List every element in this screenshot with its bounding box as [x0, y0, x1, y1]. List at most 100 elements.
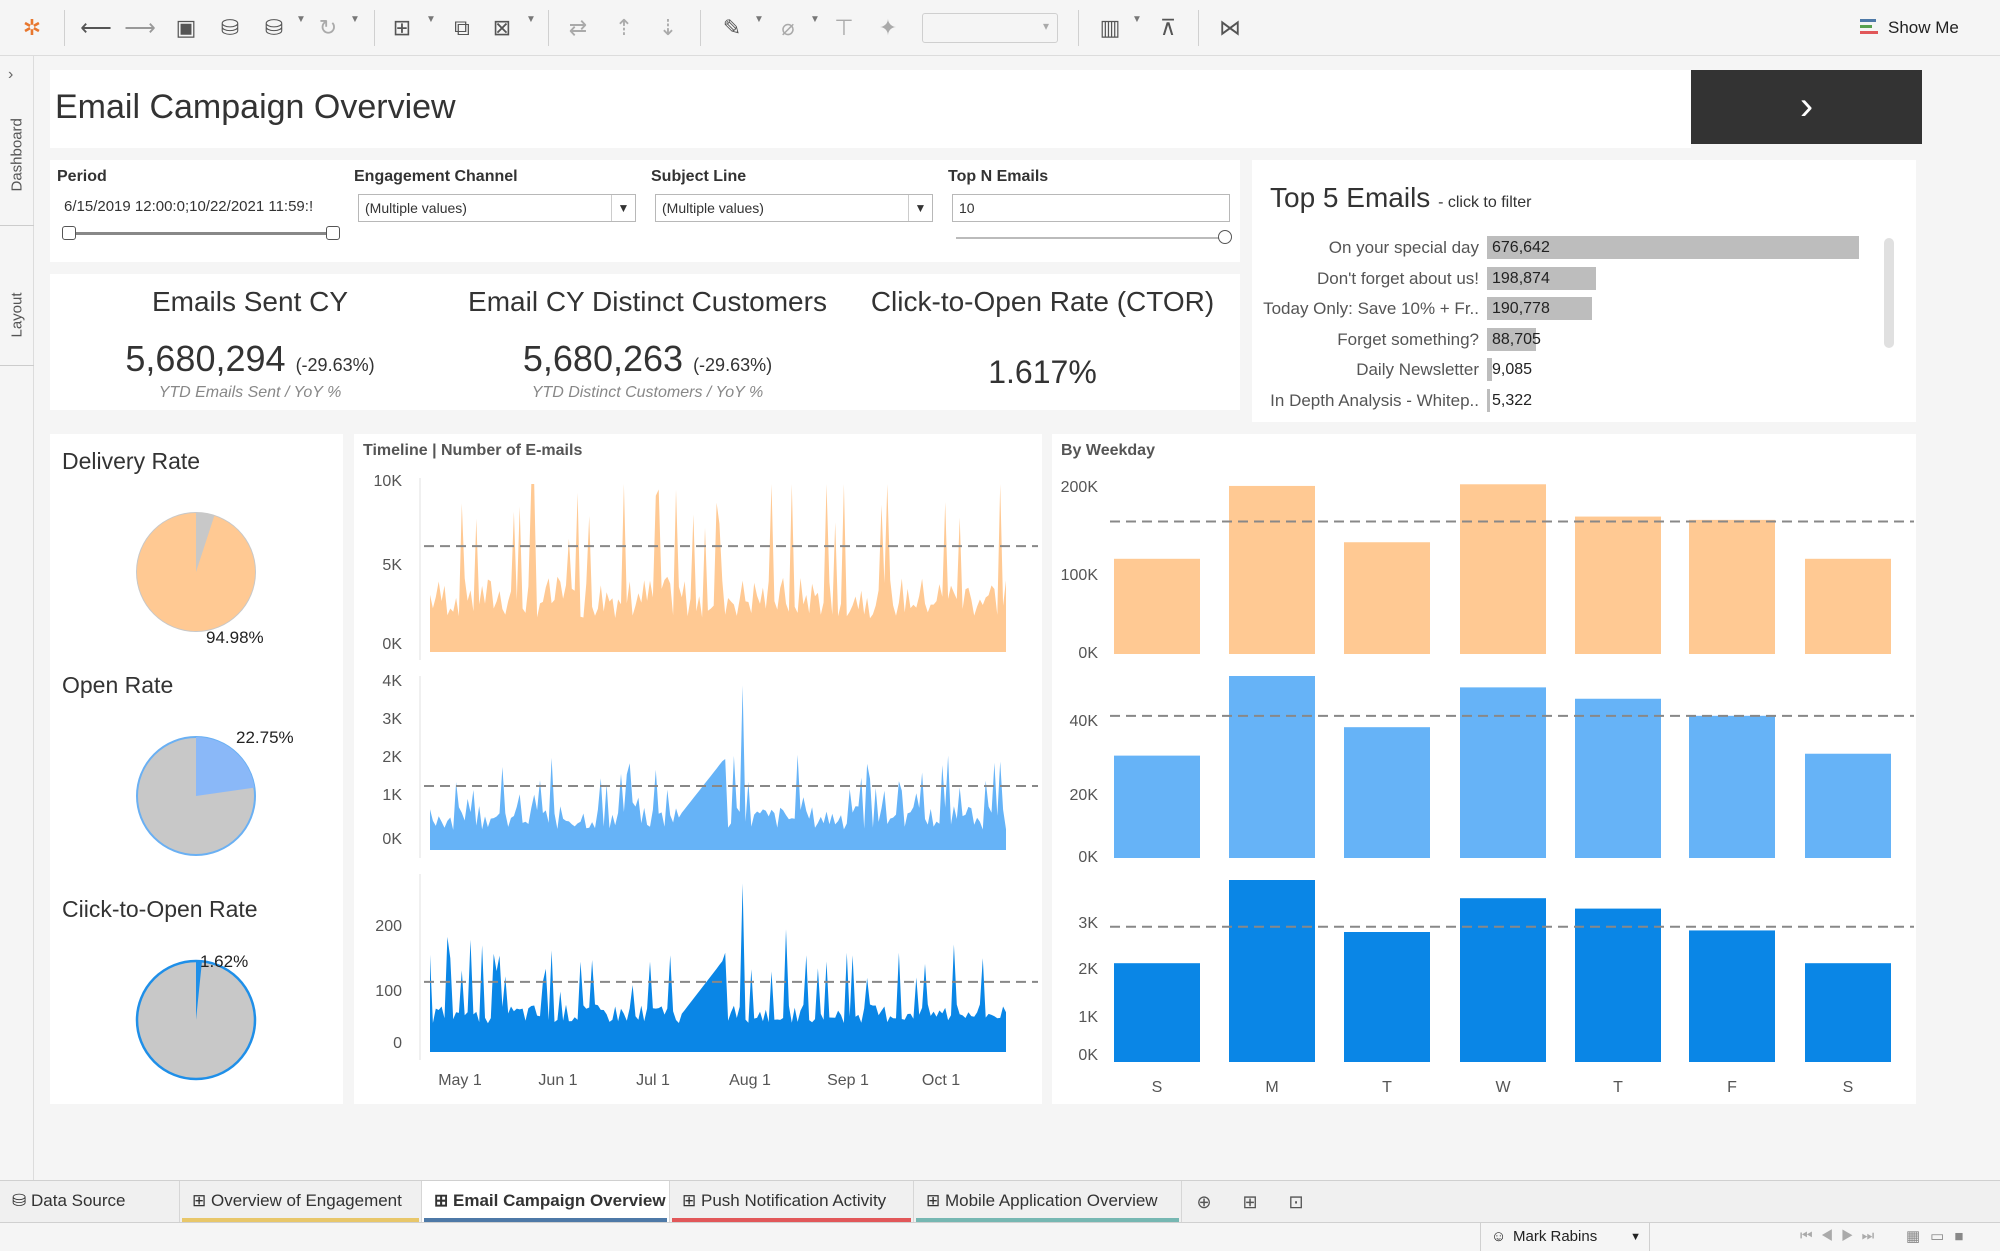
- top-email-bar[interactable]: [1487, 358, 1492, 381]
- tab-email-campaign-overview[interactable]: ⊞ Email Campaign Overview: [422, 1181, 670, 1223]
- weekday-bar-weekday-clicks: [1575, 908, 1661, 1062]
- kpi-emails-sent-number: 5,680,294: [125, 338, 286, 379]
- top-n-slider-track[interactable]: [956, 237, 1222, 239]
- weekday-y-tick: 200K: [1061, 479, 1099, 496]
- group-members-icon[interactable]: ⌀: [781, 15, 795, 40]
- top-email-bar[interactable]: [1487, 236, 1859, 259]
- duplicate-sheet-icon[interactable]: ⧉: [454, 15, 470, 40]
- timeline-chart[interactable]: 10K 5K 0K 4K 3K 2K 1K 0K 200 100 0 May 1 Jun 1 Jul 1 A…: [354, 434, 1042, 1104]
- fit-dropdown[interactable]: [922, 13, 1058, 43]
- top-email-value: 190,778: [1492, 300, 1550, 317]
- tab-data-source[interactable]: ⛁ Data Source: [0, 1181, 180, 1223]
- chevron-down-icon[interactable]: ▼: [526, 14, 536, 25]
- chevron-right-icon[interactable]: ›: [8, 66, 14, 83]
- engagement-channel-value: (Multiple values): [365, 200, 467, 216]
- period-filter-value[interactable]: 6/15/2019 12:00:0;10/22/2021 11:59:!: [64, 198, 314, 215]
- save-icon[interactable]: ▣: [175, 15, 197, 40]
- open-rate-pie[interactable]: [134, 734, 258, 858]
- weekday-bar-weekday-sent: [1114, 558, 1200, 654]
- pin-axes-icon[interactable]: ✦: [878, 15, 898, 40]
- rail-tab-dashboard[interactable]: Dashboard: [0, 118, 34, 226]
- weekday-y-tick: 1K: [1078, 1009, 1098, 1026]
- new-data-source-icon[interactable]: ⛁: [220, 15, 240, 40]
- ctor-rate-pie[interactable]: [134, 958, 258, 1082]
- new-worksheet-tab-icon[interactable]: ⊕: [1196, 1192, 1212, 1212]
- ctor-rate-label: 1.62%: [200, 952, 249, 971]
- user-name: Mark Rabins: [1513, 1228, 1598, 1245]
- top-emails-scrollbar[interactable]: [1884, 238, 1894, 348]
- kpi-ctor-title: Click-to-Open Rate (CTOR): [870, 286, 1215, 317]
- period-slider-end-handle[interactable]: [326, 226, 340, 240]
- delivery-rate-label: 94.98%: [206, 628, 264, 647]
- engagement-channel-select[interactable]: (Multiple values) ▼: [358, 194, 636, 222]
- tab-push-notification-activity[interactable]: ⊞ Push Notification Activity: [670, 1181, 914, 1223]
- sort-descending-icon[interactable]: ⇣: [658, 15, 678, 40]
- show-me-button[interactable]: Show Me: [1858, 12, 1959, 44]
- top-n-emails-value: 10: [959, 200, 975, 216]
- chevron-down-icon[interactable]: ▼: [754, 14, 764, 25]
- top-email-row[interactable]: Daily Newsletter 9,085: [1252, 358, 1892, 384]
- top-n-slider-handle[interactable]: [1218, 230, 1232, 244]
- top-email-bar[interactable]: [1487, 388, 1490, 412]
- chevron-down-icon[interactable]: ▼: [350, 14, 360, 25]
- user-menu[interactable]: ☺ Mark Rabins ▼: [1480, 1223, 1650, 1251]
- timeline-y-tick: 1K: [382, 787, 402, 804]
- tab-mobile-application-overview[interactable]: ⊞ Mobile Application Overview: [914, 1181, 1182, 1223]
- top-email-bar[interactable]: [1487, 297, 1592, 320]
- weekday-y-tick: 3K: [1078, 915, 1098, 932]
- dashboard-icon: ⊞: [192, 1191, 207, 1210]
- delivery-rate-pie[interactable]: [134, 510, 258, 634]
- tab-overview-of-engagement[interactable]: ⊞ Overview of Engagement: [180, 1181, 422, 1223]
- view-toggle[interactable]: ▦▭■: [1906, 1228, 1974, 1245]
- timeline-area-timeline-opens: [430, 685, 1006, 850]
- top-email-value: 676,642: [1492, 239, 1550, 256]
- share-icon[interactable]: ⋈: [1219, 15, 1241, 40]
- top-email-row[interactable]: Today Only: Save 10% + Fr.. 190,778: [1252, 297, 1892, 323]
- top-n-emails-input[interactable]: 10: [952, 194, 1230, 222]
- rail-tab-layout[interactable]: Layout: [0, 276, 34, 366]
- pause-data-updates-icon[interactable]: ⛁: [264, 15, 284, 40]
- weekday-bar-weekday-sent: [1689, 519, 1775, 654]
- top-email-row[interactable]: In Depth Analysis - Whitep.. 5,322: [1252, 388, 1892, 415]
- clear-sheet-icon[interactable]: ⊠: [492, 15, 512, 40]
- new-worksheet-icon[interactable]: ⊞: [392, 15, 412, 40]
- period-slider-start-handle[interactable]: [62, 226, 76, 240]
- undo-icon[interactable]: ⟵: [80, 15, 112, 40]
- top-email-bar[interactable]: [1487, 266, 1597, 290]
- swap-rows-columns-icon[interactable]: ⇄: [568, 15, 588, 40]
- top-email-row[interactable]: On your special day 676,642: [1252, 236, 1892, 262]
- new-dashboard-tab-icon[interactable]: ⊞: [1242, 1192, 1258, 1212]
- period-slider-track[interactable]: [68, 232, 334, 235]
- top-email-bar[interactable]: [1487, 327, 1536, 351]
- chevron-down-icon[interactable]: ▼: [810, 14, 820, 25]
- sheet-navigation[interactable]: ⏮◀▶⏭: [1800, 1227, 1883, 1243]
- refresh-icon[interactable]: ↻: [318, 15, 338, 40]
- redo-icon[interactable]: ⟶: [124, 15, 156, 40]
- kpi-ctor-value: 1.617%: [988, 354, 1097, 390]
- top-n-emails-label: Top N Emails: [948, 168, 1049, 185]
- subject-line-select[interactable]: (Multiple values) ▼: [655, 194, 933, 222]
- new-story-tab-icon[interactable]: ⊡: [1288, 1192, 1304, 1212]
- top-emails-title: Top 5 Emails - click to filter: [1270, 182, 1531, 214]
- top-email-value: 5,322: [1492, 391, 1533, 409]
- show-mark-labels-icon[interactable]: ⊤: [834, 15, 854, 40]
- chevron-down-icon[interactable]: ▼: [1132, 14, 1142, 25]
- top-email-label: Today Only: Save 10% + Fr..: [1263, 299, 1479, 318]
- weekday-bar-weekday-clicks: [1344, 932, 1430, 1062]
- top-email-row[interactable]: Don't forget about us! 198,874: [1252, 266, 1892, 293]
- kpi-distinct-customers-value: 5,680,263 (-29.63%): [450, 338, 845, 380]
- weekday-x-tick: S: [1152, 1079, 1163, 1096]
- tab-mobile-application-overview-label: Mobile Application Overview: [944, 1191, 1158, 1210]
- top-email-row[interactable]: Forget something? 88,705: [1252, 327, 1892, 354]
- presentation-mode-icon[interactable]: ⊼: [1159, 15, 1177, 40]
- weekday-chart[interactable]: 200K 100K 0K 40K 20K 0K 3K 2K 1K 0K S M T W T F S: [1052, 434, 1916, 1104]
- next-dashboard-button[interactable]: ›: [1691, 70, 1922, 144]
- sort-ascending-icon[interactable]: ⇡: [614, 15, 634, 40]
- dashboard-icon: ⊞: [682, 1191, 697, 1210]
- highlight-icon[interactable]: ✎: [722, 15, 742, 40]
- chevron-down-icon[interactable]: ▼: [426, 14, 436, 25]
- chevron-down-icon[interactable]: ▼: [296, 14, 306, 25]
- show-cards-icon[interactable]: ▥: [1099, 15, 1121, 40]
- chevron-down-icon: ▼: [908, 195, 932, 221]
- timeline-y-tick: 5K: [382, 557, 402, 574]
